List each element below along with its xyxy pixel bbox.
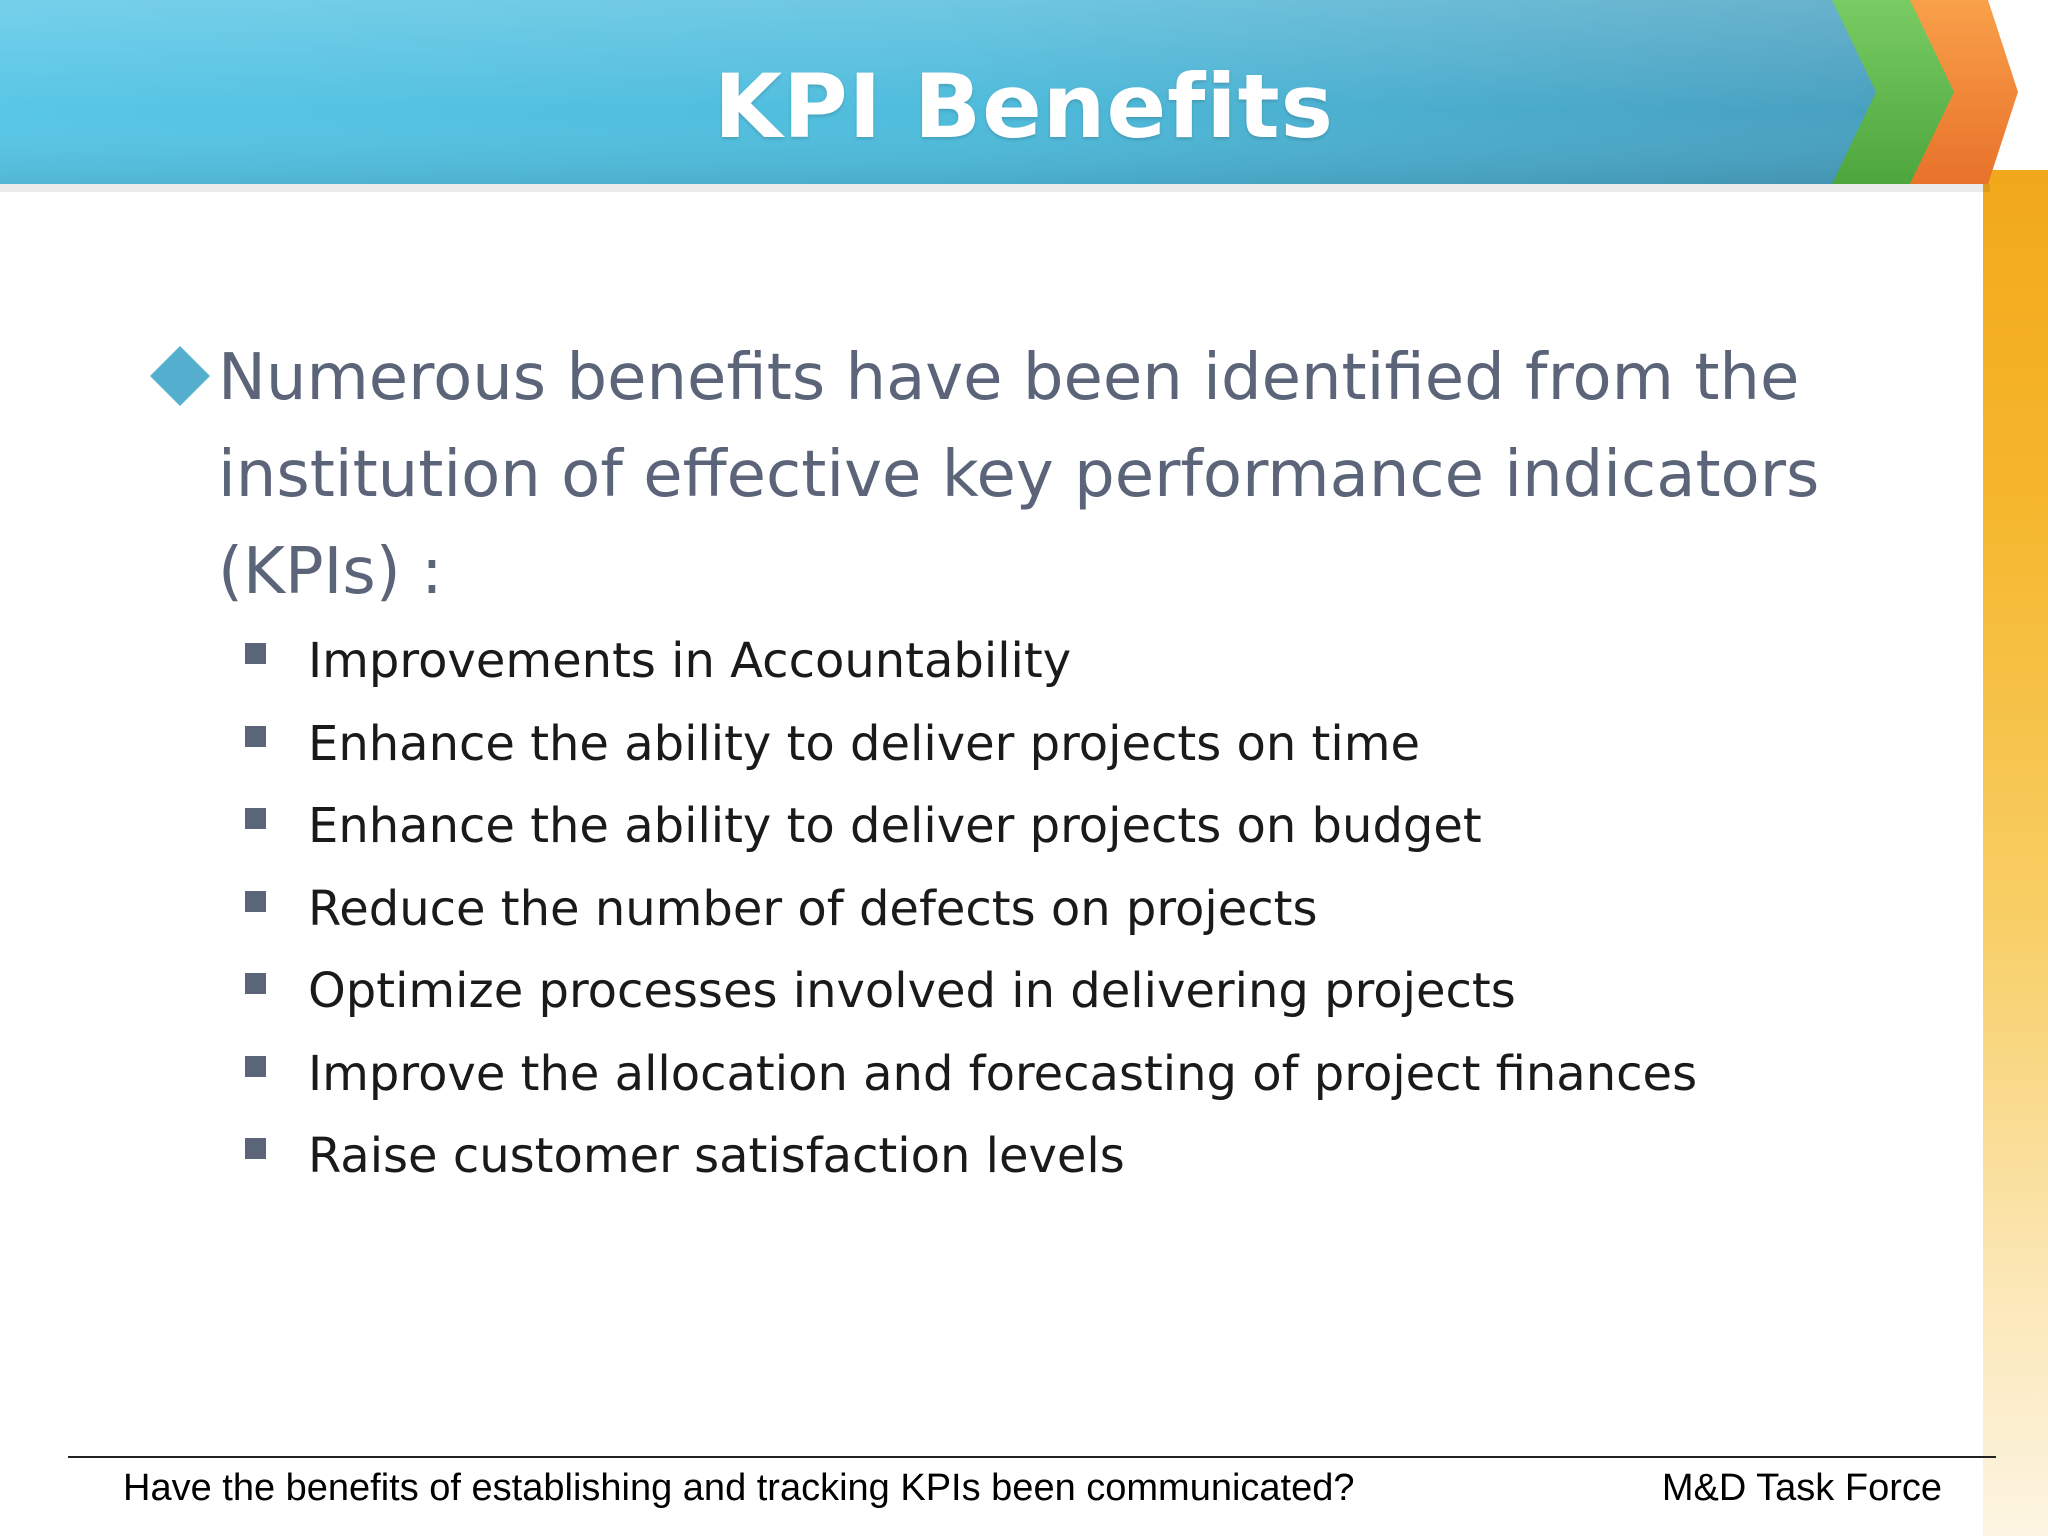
list-item: Improvements in Accountability — [240, 620, 1840, 703]
list-item-text: Improve the allocation and forecasting o… — [308, 1045, 1698, 1102]
square-bullet-icon — [245, 808, 266, 829]
list-item: Raise customer satisfaction levels — [240, 1115, 1840, 1198]
diamond-icon — [150, 346, 210, 406]
main-bullet-text: Numerous benefits have been identified f… — [218, 341, 1820, 609]
decorative-side-strip — [1983, 170, 2048, 1536]
orange-chevron-icon — [1910, 0, 2018, 184]
footer-question: Have the benefits of establishing and tr… — [123, 1467, 1355, 1509]
square-bullet-icon — [245, 1138, 266, 1159]
list-item: Reduce the number of defects on projects — [240, 868, 1840, 951]
footer-author: M&D Task Force — [1661, 1467, 1942, 1509]
title-banner: KPI Benefits — [0, 0, 2048, 200]
list-item: Improve the allocation and forecasting o… — [240, 1033, 1840, 1116]
list-item-text: Reduce the number of defects on projects — [308, 880, 1318, 937]
footer-divider — [68, 1456, 1996, 1458]
sub-bullet-list: Improvements in Accountability Enhance t… — [240, 620, 1840, 1198]
square-bullet-icon — [245, 643, 266, 664]
list-item-text: Improvements in Accountability — [308, 633, 1072, 689]
list-item-text: Enhance the ability to deliver projects … — [308, 798, 1482, 854]
list-item: Enhance the ability to deliver projects … — [240, 703, 1840, 786]
list-item-text: Optimize processes involved in deliverin… — [308, 963, 1516, 1019]
banner-graphic — [0, 0, 2018, 192]
green-chevron-icon — [1830, 0, 1954, 184]
list-item-text: Enhance the ability to deliver projects … — [308, 715, 1420, 772]
square-bullet-icon — [245, 725, 266, 747]
slide-title: KPI Benefits — [713, 55, 1335, 158]
square-bullet-icon — [245, 1055, 266, 1077]
list-item-text: Raise customer satisfaction levels — [308, 1128, 1125, 1184]
list-item: Enhance the ability to deliver projects … — [240, 785, 1840, 868]
square-bullet-icon — [245, 973, 266, 994]
square-bullet-icon — [245, 890, 266, 912]
list-item: Optimize processes involved in deliverin… — [240, 950, 1840, 1033]
